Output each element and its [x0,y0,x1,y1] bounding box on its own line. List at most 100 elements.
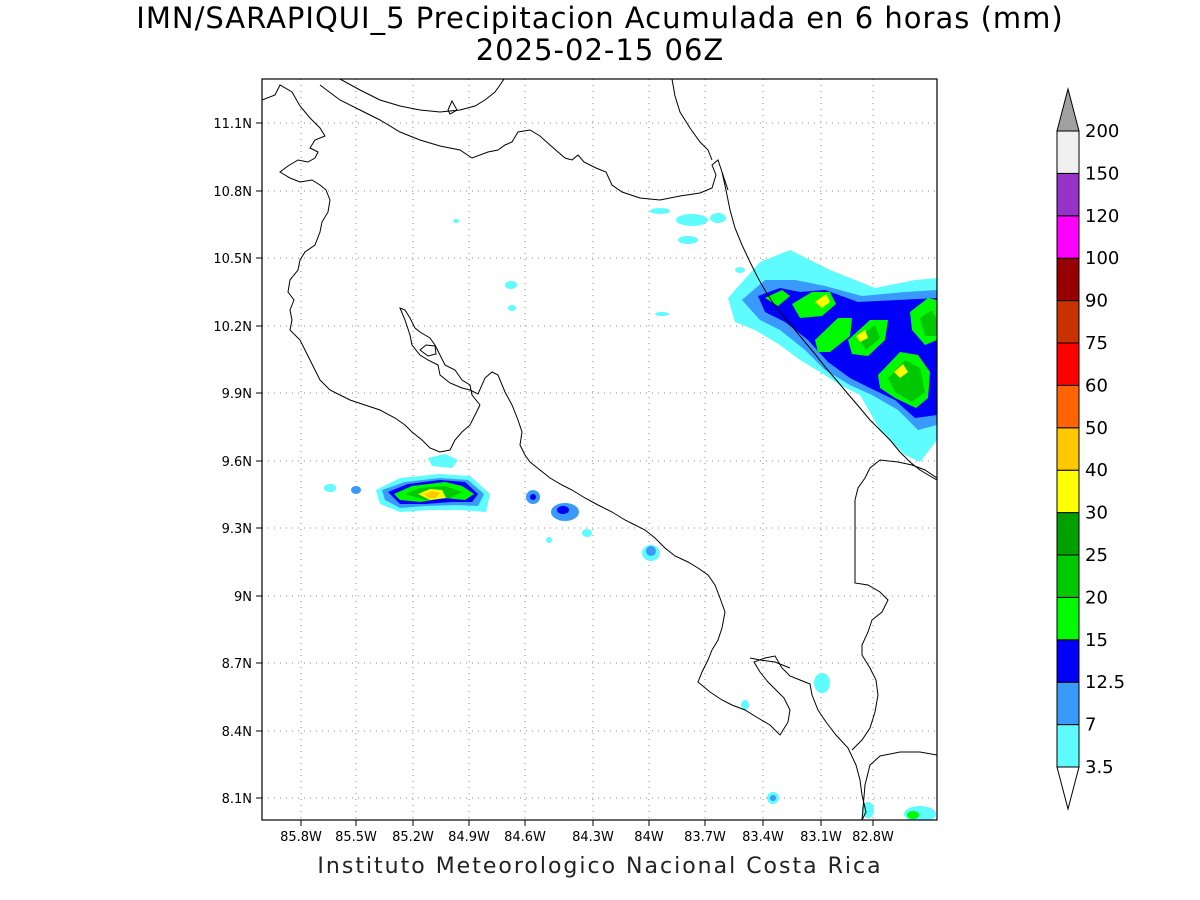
precip-contour [676,214,708,226]
lon-tick-label: 83.4W [742,830,784,845]
colorbar-level-label: 40 [1085,460,1108,481]
lat-tick-label: 8.4N [222,725,252,740]
precip-contour [655,312,669,316]
colorbar-segment [1056,427,1080,471]
lat-tick-label: 10.5N [213,252,252,267]
precip-band-caribbean [728,250,937,462]
footer-credit: Instituto Meteorologico Nacional Costa R… [317,854,883,879]
colorbar-level-label: 30 [1085,503,1108,524]
precip-contour [710,213,726,223]
lat-tick-label: 8.1N [222,792,252,807]
caribbean-coast [671,79,937,481]
colorbar-segment [1056,384,1080,429]
lon-tick-label: 85.5W [335,830,377,845]
panama-coast-south [861,751,937,820]
precip-contour [646,546,656,556]
precip-contour [428,454,458,468]
colorbar-level-label: 25 [1085,545,1108,566]
lat-tick-label: 11.1N [213,117,252,132]
colorbar-level-label: 3.5 [1085,757,1114,778]
precip-contour [424,491,440,498]
colorbar-segment [1056,681,1080,726]
lat-tick-label: 10.8N [213,185,252,200]
colorbar-level-label: 200 [1085,121,1119,142]
precip-contour [765,290,790,306]
precip-contour [557,506,569,514]
colorbar-segment [1056,469,1080,514]
map-datetime: 2025-02-15 06Z [475,33,725,67]
lon-tick-label: 84.9W [448,830,490,845]
precip-contour [814,673,830,693]
colorbar-segment [1056,257,1080,302]
precip-contour [324,484,336,492]
precip-contour [678,236,698,244]
precip-contour [453,219,459,223]
colorbar-segment [1056,342,1080,386]
precip-contour [735,267,745,273]
precip-contour [508,305,516,311]
colorbar-level-label: 60 [1085,375,1108,396]
lon-tick-label: 83.7W [684,830,726,845]
lat-tick-label: 9.3N [222,522,252,537]
colorbar-level-label: 50 [1085,418,1108,439]
lon-tick-label: 83.1W [800,830,842,845]
lon-tick-label: 84.6W [504,830,546,845]
nicoya-gulf [399,307,867,820]
colorbar-segment [1056,554,1080,598]
colorbar-level-label: 15 [1085,630,1108,651]
precip-contour [920,310,937,336]
map-title: IMN/SARAPIQUI_5 Precipitacion Acumulada … [136,1,1064,35]
colorbar-level-label: 12.5 [1085,672,1125,693]
colorbar-over-arrow [1056,87,1080,132]
colorbar-level-label: 150 [1085,163,1119,184]
precip-contour [907,811,919,819]
colorbar-level-label: 100 [1085,248,1119,269]
precip-patch-nicoya [376,454,490,512]
lat-tick-label: 9.9N [222,387,252,402]
precip-contour [741,700,749,710]
lat-tick-label: 9N [234,590,252,605]
lon-tick-label: 82.8W [852,830,894,845]
precip-contour [546,537,552,543]
precip-contour [815,294,830,308]
pacific-coast-north [262,84,481,453]
lat-tick-label: 8.7N [222,657,252,672]
north-island [447,99,458,115]
precip-contour [530,494,536,500]
colorbar-segment [1056,130,1080,174]
precip-contour [894,364,908,378]
precip-small-cells [324,208,936,820]
lat-tick-label: 10.2N [213,320,252,335]
latitude-labels: 11.1N 10.8N 10.5N 10.2N 9.9N 9.6N 9.3N 9N 8.7N 8.… [213,117,262,807]
colorbar-segment [1056,724,1080,768]
precip-contour [650,208,670,214]
grid-lines [262,79,937,820]
colorbar-level-label: 20 [1085,587,1108,608]
colorbar-segment [1056,172,1080,217]
lon-tick-label: 84.3W [572,830,614,845]
colorbar-level-label: 75 [1085,333,1108,354]
lon-tick-label: 85.8W [280,830,322,845]
lon-tick-label: 84W [634,830,664,845]
colorbar-segment [1056,639,1080,683]
osa-peninsula [749,657,791,669]
colorbar-segment [1056,300,1080,344]
precip-contour [856,330,868,342]
precip-contour [815,318,852,352]
precip-contour [505,281,517,289]
colorbar-level-label: 120 [1085,206,1119,227]
precip-contour [582,529,592,537]
colorbar-level-label: 7 [1085,715,1096,736]
coastlines [262,79,937,820]
chira-island [419,344,437,357]
map-frame [261,78,938,821]
precipitation-field [324,208,937,820]
colorbar-level-label: 90 [1085,291,1108,312]
colorbar-segment [1056,512,1080,556]
longitude-labels: 85.8W 85.5W 85.2W 84.9W 84.6W 84.3W 84W 83.7W 83… [280,820,894,845]
lat-tick-label: 9.6N [222,455,252,470]
precip-contour [858,325,880,350]
northern-border [319,84,729,201]
precip-contour [770,795,776,801]
